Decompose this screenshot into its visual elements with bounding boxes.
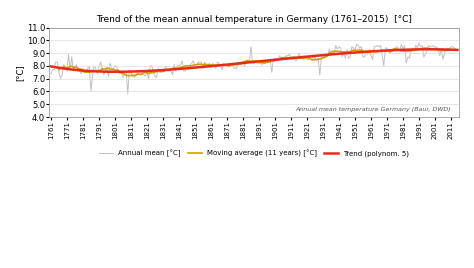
Annual mean [°C]: [312, 55, 318, 58]
Line: Annual mean [°C]: Annual mean [°C]: [51, 43, 457, 94]
Moving average (11 years) [°C]: [251, 59, 257, 63]
Moving average (11 years) [°C]: [127, 74, 132, 77]
Annual mean [°C]: [184, 64, 190, 68]
Annual mean [°C]: [72, 66, 78, 69]
Annual mean [°C]: [290, 58, 295, 61]
Trend (polynom. 5): [455, 48, 460, 51]
Annual mean [°C]: [125, 92, 130, 96]
Moving average (11 years) [°C]: [176, 66, 182, 69]
Trend (polynom. 5): [290, 56, 295, 59]
Annual mean [°C]: [416, 41, 422, 44]
Trend (polynom. 5): [428, 48, 433, 51]
Title: Trend of the mean annual temperature in Germany (1761–2015)  [°C]: Trend of the mean annual temperature in …: [96, 15, 412, 24]
Trend (polynom. 5): [312, 54, 318, 57]
Trend (polynom. 5): [376, 49, 382, 53]
Moving average (11 years) [°C]: [194, 63, 200, 66]
Moving average (11 years) [°C]: [447, 48, 452, 51]
Trend (polynom. 5): [48, 65, 54, 68]
Line: Moving average (11 years) [°C]: Moving average (11 years) [°C]: [59, 48, 449, 76]
Trend (polynom. 5): [184, 67, 190, 70]
Moving average (11 years) [°C]: [243, 59, 249, 63]
Moving average (11 years) [°C]: [109, 68, 115, 71]
Annual mean [°C]: [310, 58, 316, 61]
Annual mean [°C]: [48, 72, 54, 75]
Annual mean [°C]: [455, 49, 460, 52]
Annual mean [°C]: [376, 45, 382, 48]
Trend (polynom. 5): [72, 68, 78, 72]
Line: Trend (polynom. 5): Trend (polynom. 5): [51, 49, 457, 72]
Moving average (11 years) [°C]: [421, 47, 427, 50]
Legend: Annual mean [°C], Moving average (11 years) [°C], Trend (polynom. 5): Annual mean [°C], Moving average (11 yea…: [96, 147, 412, 160]
Moving average (11 years) [°C]: [85, 70, 91, 74]
Trend (polynom. 5): [310, 54, 316, 58]
Text: Annual mean temperature Germany (Baur, DWD): Annual mean temperature Germany (Baur, D…: [295, 107, 451, 112]
Moving average (11 years) [°C]: [56, 68, 62, 71]
Trend (polynom. 5): [114, 70, 119, 73]
Y-axis label: [°C]: [°C]: [15, 64, 24, 81]
